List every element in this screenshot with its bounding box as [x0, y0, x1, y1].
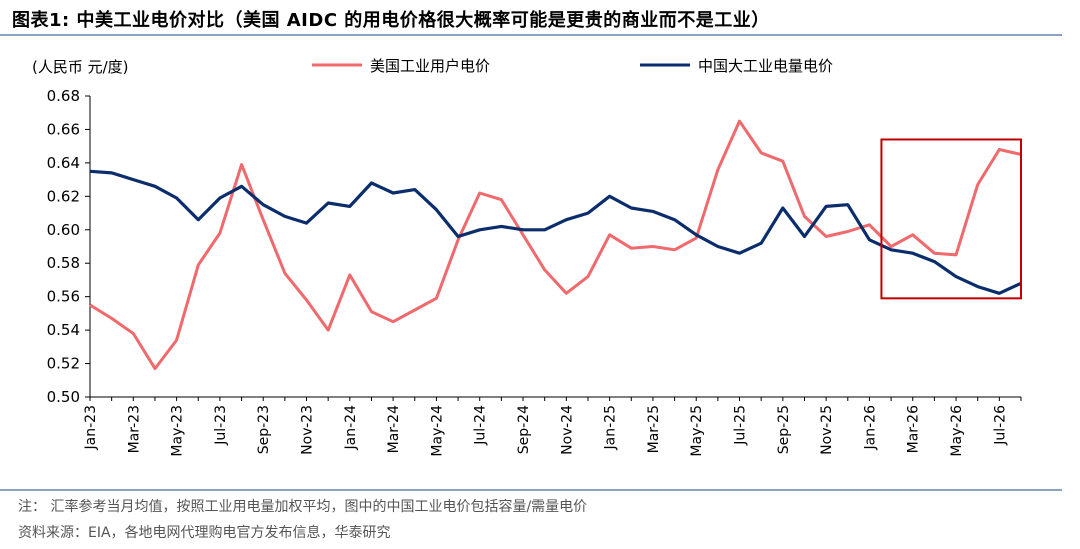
- x-tick-label: May-25: [689, 405, 705, 457]
- series-line-cn: [89, 169, 1022, 295]
- x-tick-label: Mar-25: [646, 405, 662, 453]
- x-tick-label: Sep-25: [776, 405, 792, 454]
- x-tick-label: Jan-24: [343, 405, 359, 451]
- x-tick-label: Jan-23: [83, 405, 99, 450]
- footnote: 注： 汇率参考当月均值，按照工业用电量加权平均，图中的中国工业电价包括容量/需量…: [18, 499, 588, 515]
- y-tick-label: 0.64: [47, 154, 80, 172]
- x-tick-label: Sep-24: [516, 405, 532, 454]
- legend-label-us: 美国工业用户电价: [370, 57, 490, 75]
- series-line-us: [89, 119, 1022, 371]
- axes: [89, 96, 1021, 398]
- x-tick-label: Mar-26: [906, 405, 922, 453]
- highlight-box: [880, 138, 1022, 300]
- x-tick-label: Jan-25: [603, 405, 619, 450]
- y-tick-label: 0.68: [47, 87, 80, 105]
- x-tick-label: Mar-24: [386, 405, 402, 453]
- x-tick-label: Jul-23: [213, 405, 229, 446]
- x-ticks: Jan-23 Mar-23 May-23 Jul-23 Sep-23 Nov-23 Jan-…: [83, 397, 1022, 457]
- legend: 美国工业用户电价 中国大工业电量电价: [312, 57, 833, 75]
- x-tick-label: May-24: [429, 405, 445, 457]
- y-tick-label: 0.66: [47, 120, 80, 138]
- x-tick-label: Jul-26: [992, 405, 1008, 446]
- y-tick-label: 0.58: [47, 254, 80, 272]
- x-tick-label: Mar-23: [126, 405, 142, 453]
- x-tick-label: May-23: [170, 405, 186, 457]
- series-lines: [89, 119, 1022, 371]
- y-ticks: 0.50 0.52 0.54 0.56 0.58 0.60 0.62 0.64 0.66 0.68: [47, 87, 90, 406]
- legend-label-cn: 中国大工业电量电价: [698, 57, 833, 75]
- x-tick-label: Jul-25: [733, 405, 749, 446]
- x-tick-label: Jul-24: [473, 405, 489, 446]
- x-tick-label: Jan-26: [862, 405, 878, 451]
- title-rule: [0, 34, 1062, 36]
- figure-title: 图表1: 中美工业电价对比（美国 AIDC 的用电价格很大概率可能是更贵的商业而…: [12, 10, 770, 31]
- y-tick-label: 0.56: [47, 288, 80, 306]
- x-tick-label: May-26: [949, 405, 965, 457]
- y-tick-label: 0.50: [47, 388, 80, 406]
- x-tick-label: Sep-23: [256, 405, 272, 454]
- x-tick-label: Nov-25: [819, 405, 835, 455]
- footer-rule: [0, 489, 1062, 491]
- y-tick-label: 0.52: [47, 355, 80, 373]
- x-tick-label: Nov-24: [559, 405, 575, 455]
- y-tick-label: 0.60: [47, 221, 80, 239]
- y-tick-label: 0.62: [47, 187, 80, 205]
- x-tick-label: Nov-23: [300, 405, 316, 455]
- y-tick-label: 0.54: [47, 321, 80, 339]
- source-note: 资料来源：EIA，各地电网代理购电官方发布信息，华泰研究: [18, 525, 391, 541]
- y-axis-label: (人民币 元/度): [32, 58, 129, 76]
